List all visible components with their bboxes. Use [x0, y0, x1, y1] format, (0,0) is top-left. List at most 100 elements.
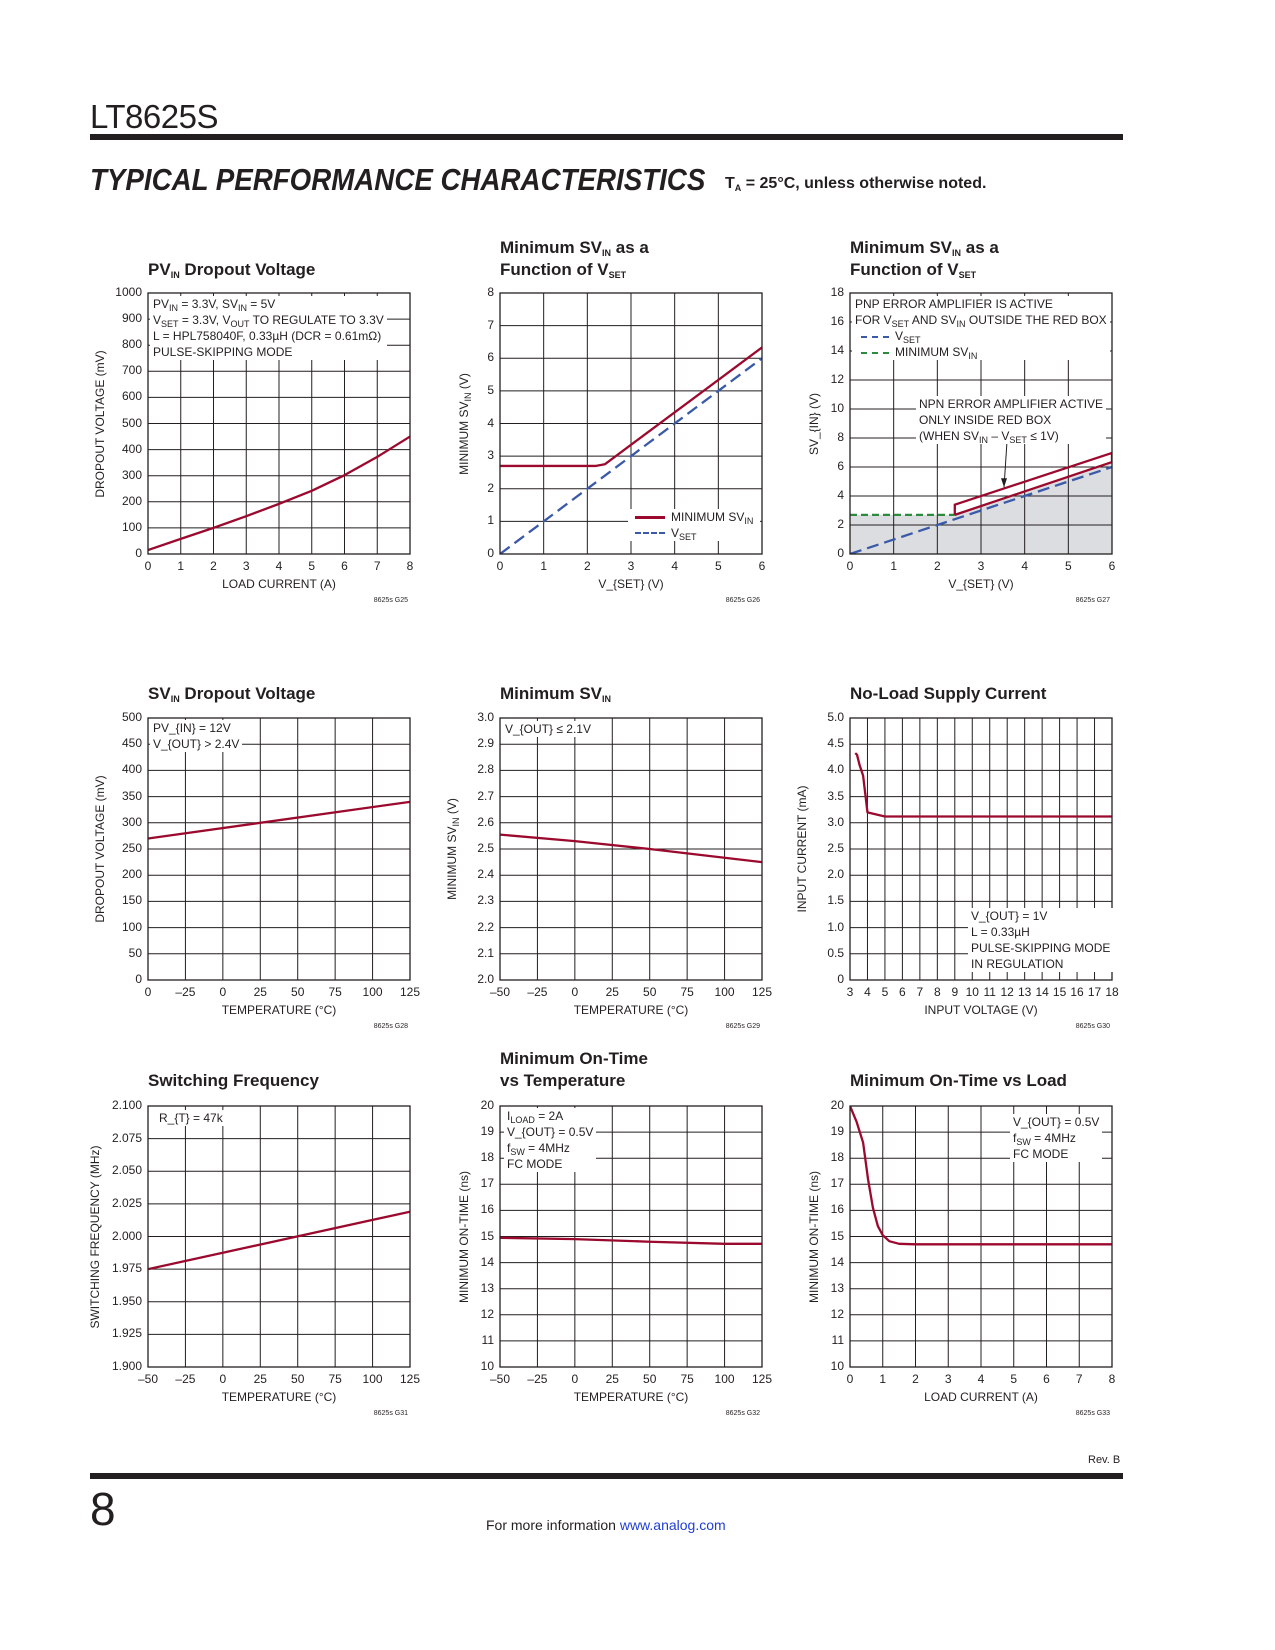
figure-code: 8625s G33 — [1075, 1410, 1110, 1417]
section-heading: TYPICAL PERFORMANCE CHARACTERISTICS — [90, 162, 706, 197]
y-tick-label: 13 — [830, 1280, 844, 1295]
y-tick-label: 600 — [121, 389, 142, 404]
figure-code: 8625s G30 — [1075, 1023, 1110, 1030]
x-tick-label: 0 — [571, 1372, 579, 1386]
annotation-line: PNP ERROR AMPLIFIER IS ACTIVE — [855, 297, 1053, 311]
y-tick-label: 19 — [830, 1124, 844, 1139]
series-line-2 — [500, 357, 762, 554]
x-tick-label: 125 — [399, 1372, 421, 1386]
y-tick-label: 1.950 — [111, 1293, 142, 1308]
x-tick-label: 17 — [1087, 985, 1102, 999]
annotation-line: fSW = 4MHz — [507, 1141, 570, 1157]
x-tick-label: 125 — [399, 985, 421, 999]
x-tick-label: 6 — [758, 559, 766, 573]
chart-legend: MINIMUM SVIN VSET — [628, 509, 760, 542]
x-tick-label: 0 — [571, 985, 579, 999]
x-tick-label: 0 — [846, 1372, 854, 1386]
plot-frame — [147, 292, 411, 555]
x-tick-label: 0 — [846, 559, 854, 573]
website-link[interactable]: www.analog.com — [619, 1517, 726, 1533]
y-tick-label: 12 — [480, 1306, 494, 1321]
x-tick-label: 8 — [1108, 1372, 1116, 1386]
x-tick-label: 3 — [242, 559, 250, 573]
y-tick-label: 18 — [830, 285, 844, 299]
plot-frame — [849, 292, 1113, 555]
annotation-line: V_{OUT} = 0.5V — [507, 1125, 594, 1139]
y-tick-label: 500 — [121, 710, 142, 724]
y-tick-label: 3 — [487, 448, 494, 463]
x-tick-label: 1 — [890, 559, 897, 573]
y-tick-label: 400 — [121, 441, 142, 456]
annotation-line: L = 0.33µH — [971, 925, 1030, 939]
y-tick-label: 500 — [121, 415, 142, 430]
y-tick-label: 4 — [837, 488, 844, 502]
x-tick-label: 13 — [1017, 985, 1032, 999]
y-tick-label: 20 — [480, 1098, 494, 1112]
y-axis-label: MINIMUM SVIN (V) — [445, 798, 461, 900]
chart-annotation: V_{OUT} = 1V L = 0.33µH PULSE-SKIPPING MOD… — [968, 908, 1114, 972]
x-tick-label: 25 — [253, 985, 267, 999]
y-tick-label: 5.0 — [827, 710, 844, 724]
x-tick-label: –50 — [137, 1372, 159, 1386]
y-tick-label: 8 — [837, 430, 844, 444]
y-tick-label: 4.0 — [827, 762, 844, 777]
chart-title-line: Switching Frequency — [148, 1071, 319, 1090]
series-line-1 — [500, 346, 762, 468]
x-tick-label: 2 — [583, 559, 591, 573]
x-tick-label: 1 — [177, 559, 185, 573]
header-rule — [90, 134, 1123, 140]
legend-swatch — [861, 336, 889, 338]
y-tick-label: 2 — [837, 517, 844, 531]
chart-title-line: Minimum SVIN as a — [500, 238, 649, 258]
chart-title-line: Minimum SVIN as a — [850, 238, 999, 258]
x-tick-label: 75 — [328, 1372, 342, 1386]
annotation-line: NPN ERROR AMPLIFIER ACTIVE — [919, 397, 1104, 411]
y-tick-label: 300 — [121, 814, 142, 829]
x-tick-label: 0 — [144, 559, 152, 573]
y-tick-label: 0.5 — [827, 945, 844, 960]
chart-title: Switching Frequency — [148, 1070, 319, 1092]
plot-frame — [499, 292, 763, 555]
x-tick-label: 0 — [219, 1372, 227, 1386]
page-number: 8 — [90, 1483, 116, 1535]
y-tick-label: 11 — [481, 1332, 494, 1347]
revision: Rev. B — [1088, 1454, 1121, 1466]
y-tick-label: 0 — [487, 546, 494, 560]
y-axis-label: MINIMUM ON-TIME (ns) — [457, 1170, 471, 1303]
x-tick-label: –50 — [489, 985, 511, 999]
annotation-line: fSW = 4MHz — [1013, 1131, 1076, 1147]
x-tick-label: 4 — [275, 559, 283, 573]
x-tick-label: 2 — [210, 559, 217, 573]
x-tick-label: 25 — [253, 1372, 267, 1386]
y-tick-label: 2.0 — [477, 972, 494, 986]
x-tick-label: 5 — [1064, 559, 1072, 573]
chart-title: PVIN Dropout Voltage — [148, 259, 315, 281]
annotation-line: FC MODE — [1013, 1147, 1069, 1161]
x-tick-label: 125 — [751, 985, 773, 999]
y-tick-label: 2.0 — [827, 867, 844, 882]
chart-title: Minimum On-Time vs Load — [850, 1070, 1067, 1092]
footer-rule — [90, 1473, 1123, 1479]
y-tick-label: 18 — [830, 1150, 844, 1165]
chart-annotation: R_{T} = 47k — [156, 1110, 226, 1126]
y-tick-label: 1.925 — [111, 1326, 142, 1341]
y-tick-label: 5 — [487, 382, 494, 397]
legend-item: MINIMUM SVIN — [855, 344, 1107, 361]
npn-active-red-box — [953, 451, 1112, 516]
x-axis-label: V_{SET} (V) — [948, 577, 1014, 591]
y-tick-label: 2.5 — [477, 841, 494, 855]
annotation-line: V_{OUT} ≤ 2.1V — [505, 722, 591, 736]
x-tick-label: 50 — [291, 985, 305, 999]
x-tick-label: 0 — [144, 985, 152, 999]
y-axis-label: DROPOUT VOLTAGE (mV) — [93, 775, 107, 923]
y-tick-label: 3.5 — [827, 788, 844, 803]
x-tick-label: 125 — [751, 1372, 773, 1386]
x-tick-label: 100 — [362, 1372, 383, 1386]
y-tick-label: 200 — [121, 867, 142, 882]
chart-title: Minimum On-Time vs Temperature — [500, 1048, 648, 1092]
plot-frame — [849, 717, 1113, 981]
x-tick-label: 3 — [846, 985, 854, 999]
footer-info: For more information www.analog.com — [486, 1517, 726, 1533]
y-tick-label: 2.5 — [827, 841, 844, 855]
y-tick-label: 10 — [830, 401, 844, 415]
